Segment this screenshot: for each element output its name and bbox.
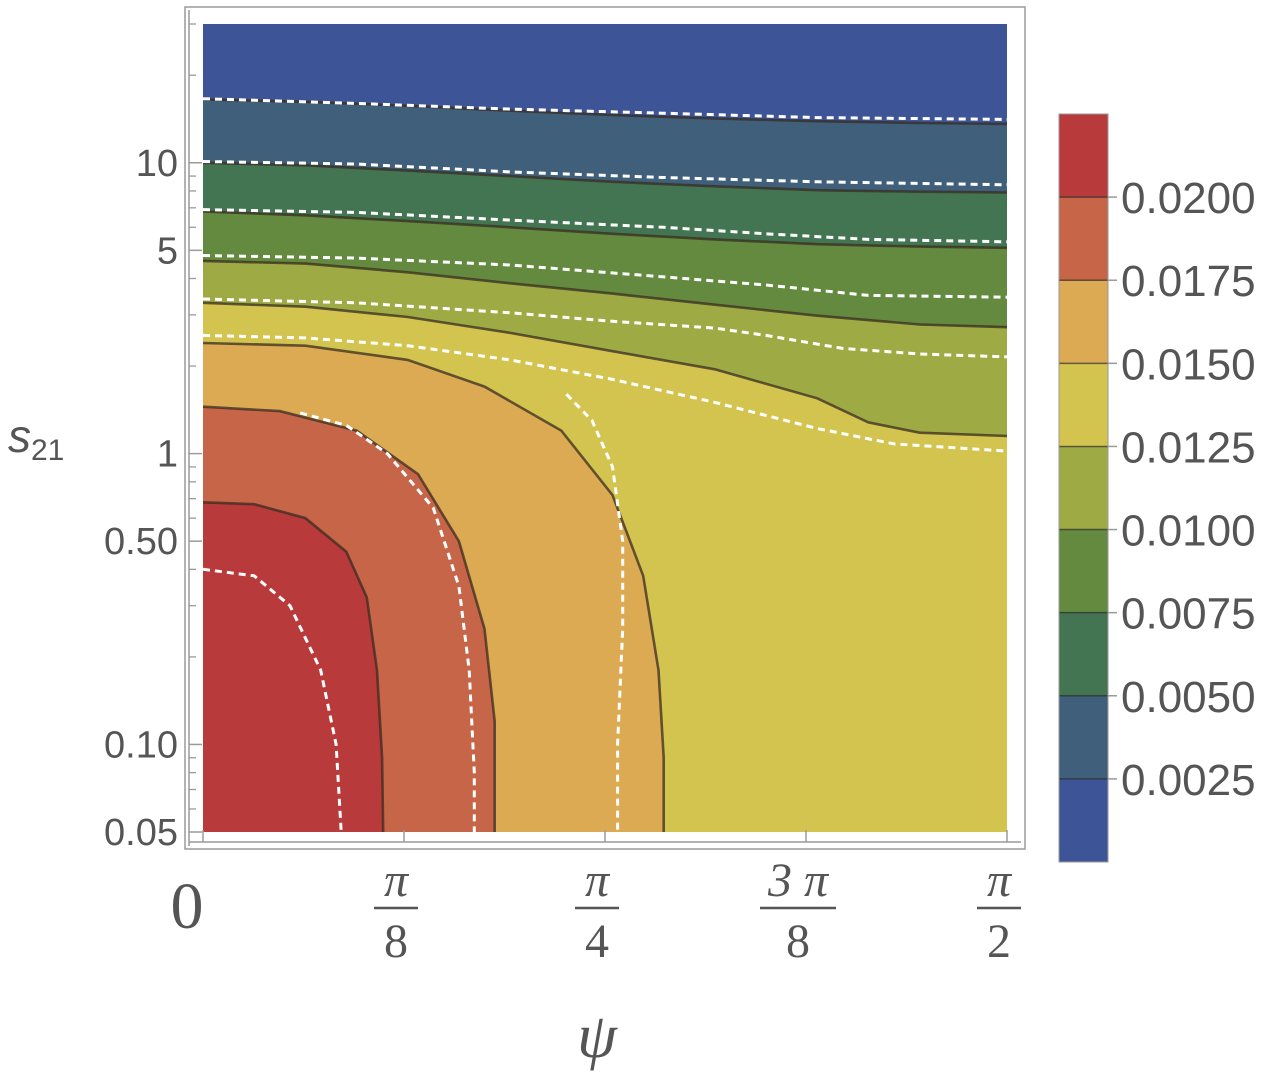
contour-line	[203, 405, 496, 832]
x-tick-label-numerator: π	[384, 854, 410, 907]
contour-band-8	[203, 502, 384, 832]
contour-line	[203, 161, 1007, 194]
y-tick-label: 1	[157, 434, 178, 476]
colorbar-segment	[1059, 280, 1108, 364]
x-tick-label-numerator: 3 π	[767, 854, 830, 907]
dashed-contour-line	[565, 393, 625, 832]
colorbar-frame	[1058, 113, 1109, 863]
y-axis-label: s21	[8, 410, 64, 467]
dashed-contour-line	[203, 160, 1007, 187]
dashed-contour-line	[203, 567, 343, 832]
dashed-contour-line	[203, 333, 1007, 453]
solid-contour-lines	[203, 98, 1007, 832]
colorbar-tick-label: 0.0025	[1121, 756, 1256, 805]
y-tick-label: 0.10	[104, 724, 178, 766]
colorbar-segment	[1059, 612, 1108, 697]
colorbar-segment	[1059, 778, 1108, 863]
y-tick-label: 0.50	[104, 521, 178, 563]
dashed-contour-line	[299, 411, 476, 832]
colorbar-segment	[1059, 446, 1108, 531]
dashed-contour-line	[203, 208, 1007, 244]
colorbar-tick-label: 0.0125	[1121, 423, 1256, 472]
contour-line	[203, 301, 1007, 438]
colorbar-segment	[1059, 695, 1108, 780]
colorbar-segment	[1059, 114, 1108, 198]
colorbar-segment	[1059, 363, 1108, 447]
contour-line	[203, 501, 385, 832]
colorbar-tick-label: 0.0150	[1121, 340, 1256, 389]
x-tick-label-denominator: 2	[987, 915, 1011, 968]
y-tick-label: 5	[157, 230, 178, 272]
x-tick-label-denominator: 8	[384, 915, 408, 968]
colorbar-tick-label: 0.0200	[1121, 174, 1256, 223]
x-tick-label-denominator: 8	[786, 915, 810, 968]
colorbar-tick-label: 0.0100	[1121, 507, 1256, 556]
x-tick-label: 0	[171, 870, 204, 943]
contour-line	[203, 259, 1007, 329]
y-tick-label: 0.05	[104, 812, 178, 854]
dashed-contour-line	[203, 97, 1007, 121]
x-tick-label-numerator: π	[585, 854, 611, 907]
x-axis: 0 π 8 π 4 3 π 8 π 2	[171, 830, 1021, 968]
x-tick-label-denominator: 4	[585, 915, 609, 968]
y-axis-label-subscript: 21	[31, 434, 64, 467]
y-axis: 0.05 0.10 0.50 1 5 10	[104, 10, 202, 854]
colorbar-tick-label: 0.0175	[1121, 257, 1256, 306]
contour-bands	[203, 24, 1007, 832]
colorbar-tick-label: 0.0075	[1121, 590, 1256, 639]
dashed-contour-lines	[203, 97, 1007, 832]
colorbar-legend: 0.0200 0.0175 0.0150 0.0125 0.0100 0.0075 0.00…	[1058, 113, 1256, 863]
colorbar-segment	[1059, 529, 1108, 614]
dashed-contour-line	[203, 297, 1007, 359]
colorbar-segment	[1059, 197, 1108, 281]
y-tick-label: 10	[136, 143, 178, 185]
contour-line	[203, 341, 665, 832]
x-tick-label-numerator: π	[987, 854, 1013, 907]
colorbar-tick-label: 0.0050	[1121, 673, 1256, 722]
contour-line	[203, 210, 1007, 250]
x-axis-label: ψ	[577, 1000, 618, 1071]
dashed-contour-line	[203, 254, 1007, 299]
y-axis-label-main: s	[8, 410, 31, 462]
